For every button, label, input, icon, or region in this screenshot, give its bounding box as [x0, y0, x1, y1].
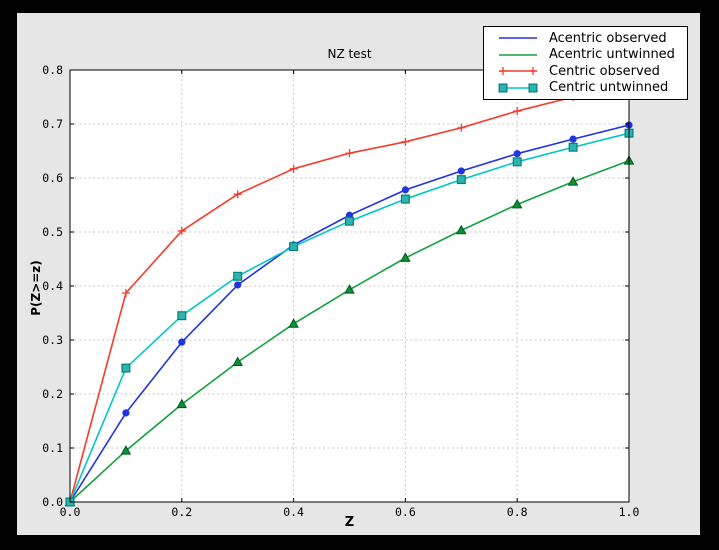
legend-item: Centric observed — [496, 63, 681, 79]
marker-square — [498, 83, 508, 93]
y-tick-label: 0.4 — [42, 279, 63, 293]
x-axis-label: Z — [344, 515, 355, 530]
marker-triangle — [176, 398, 188, 409]
marker-plus — [233, 190, 242, 199]
marker-plus — [121, 289, 130, 298]
marker-plus — [457, 123, 466, 132]
marker-square — [177, 311, 187, 321]
marker-square — [456, 175, 466, 185]
y-tick-label: 0.6 — [42, 171, 63, 185]
x-tick-label: 0.4 — [283, 505, 304, 519]
y-tick-label: 0.1 — [42, 441, 63, 455]
y-tick-label: 0.8 — [42, 63, 63, 77]
legend-item: Acentric observed — [496, 30, 681, 46]
marker-square — [289, 242, 299, 252]
marker-plus — [529, 67, 537, 76]
marker-triangle — [120, 445, 132, 455]
marker-square — [512, 157, 522, 167]
legend-item: Acentric untwinned — [496, 47, 681, 63]
legend: Acentric observed Acentric untwinned Centr… — [483, 26, 688, 100]
marker-triangle — [567, 176, 579, 186]
legend-item: Centric untwinned — [496, 80, 681, 96]
marker-circle — [401, 186, 409, 194]
marker-square — [233, 271, 243, 281]
marker-circle — [569, 135, 577, 143]
marker-plus — [289, 164, 298, 173]
marker-circle — [122, 409, 130, 417]
y-axis-label: P(Z>=z) — [29, 260, 43, 316]
legend-item-label: Centric untwinned — [549, 80, 669, 96]
marker-plus — [345, 149, 354, 158]
x-tick-label: 1.0 — [619, 505, 640, 519]
marker-square — [345, 216, 355, 226]
marker-square — [400, 194, 410, 204]
y-tick-label: 0.0 — [42, 495, 63, 509]
legend-sample-circle — [499, 37, 537, 40]
marker-square — [528, 83, 538, 93]
legend-item-label: Acentric observed — [549, 30, 667, 46]
marker-plus — [401, 137, 410, 146]
marker-circle — [178, 338, 186, 346]
x-tick-label: 0.6 — [395, 505, 416, 519]
y-tick-label: 0.5 — [42, 225, 63, 239]
marker-plus — [513, 107, 522, 116]
y-tick-label: 0.7 — [42, 117, 63, 131]
legend-sample-square — [498, 83, 538, 93]
legend-sample-plus — [499, 67, 537, 76]
marker-triangle — [344, 284, 355, 294]
marker-plus — [177, 226, 186, 235]
marker-triangle — [511, 198, 523, 209]
marker-triangle — [288, 318, 299, 328]
marker-circle — [513, 150, 521, 158]
marker-triangle — [456, 224, 467, 235]
legend-item-label: Centric observed — [549, 63, 660, 79]
legend-item-label: Acentric untwinned — [549, 47, 675, 63]
marker-square — [121, 363, 131, 373]
x-tick-label: 0.0 — [60, 505, 81, 519]
marker-plus — [499, 67, 507, 76]
legend-sample-triangle — [499, 53, 537, 56]
marker-triangle — [232, 356, 243, 367]
x-tick-label: 0.8 — [507, 505, 528, 519]
x-tick-label: 0.2 — [171, 505, 192, 519]
marker-square — [568, 142, 578, 152]
marker-circle — [457, 167, 465, 175]
marker-triangle — [400, 252, 411, 262]
chart-title: NZ test — [327, 47, 372, 61]
marker-circle — [234, 281, 242, 289]
y-tick-label: 0.2 — [42, 387, 63, 401]
y-tick-label: 0.3 — [42, 333, 63, 347]
